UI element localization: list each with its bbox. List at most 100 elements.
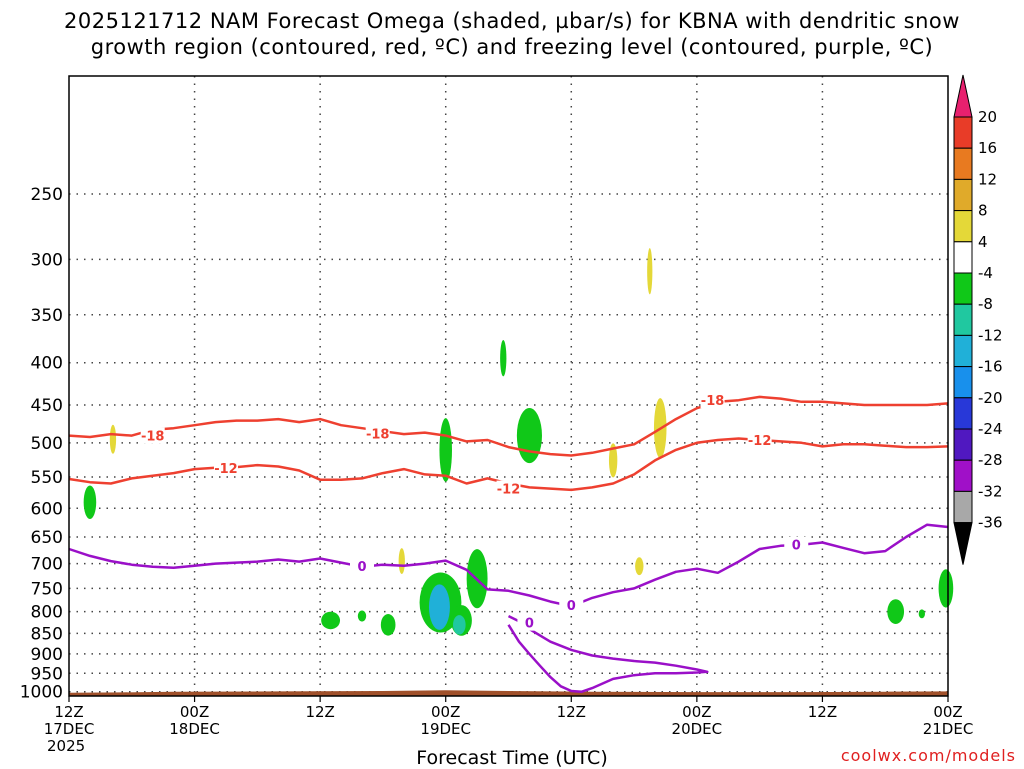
colorbar-arrow-top [953, 74, 973, 118]
omega-shaded-area [635, 557, 644, 576]
omega-shaded-area [453, 615, 466, 635]
y-tick-label: 600 [31, 499, 63, 519]
contour-line [507, 614, 709, 693]
colorbar-label: -8 [978, 295, 993, 313]
x-tick-label: 12Z [54, 703, 83, 721]
y-tick-label: 500 [31, 434, 63, 454]
contour-label: -18 [701, 394, 725, 409]
y-tick-label: 1000 [20, 683, 63, 703]
contour-label-bg [747, 431, 772, 448]
contour-label: 0 [792, 539, 801, 554]
y-tick-label: 900 [31, 645, 63, 665]
contour-label-bg [700, 392, 725, 409]
y-tick-label: 350 [31, 306, 63, 326]
contour-label-bg [140, 427, 165, 444]
x-tick-label: 19DEC [420, 720, 471, 738]
y-tick-label: 300 [31, 250, 63, 270]
contour-label: -18 [366, 427, 390, 442]
colorbar-label: -12 [978, 326, 1003, 344]
colorbar-label: -28 [978, 451, 1003, 469]
contour-label: -12 [497, 483, 521, 498]
x-tick-label: 00Z [180, 703, 209, 721]
colorbar-swatch [953, 178, 973, 212]
y-tick-label: 550 [31, 468, 63, 488]
colorbar-arrow-bottom [953, 522, 973, 565]
omega-shaded-area [938, 569, 954, 608]
title-line-2: growth region (contoured, red, ºC) and f… [90, 35, 934, 59]
x-tick-label: 12Z [808, 703, 837, 721]
credit-text: coolwx.com/models [840, 746, 1016, 765]
contour-label-bg [496, 480, 521, 497]
contour-label: -12 [214, 462, 238, 477]
colorbar-label: -16 [978, 358, 1003, 376]
colorbar-swatch [953, 334, 973, 368]
omega-shaded-area [516, 408, 542, 464]
omega-shaded-area [647, 247, 653, 295]
colorbar-swatch [953, 210, 973, 243]
x-tick-label: 2025 [47, 737, 85, 755]
colorbar-swatch [953, 116, 973, 149]
colorbar-label: -24 [978, 420, 1003, 438]
chart-title: 2025121712 NAM Forecast Omega (shaded, µ… [0, 8, 1024, 60]
colorbar-swatch [953, 241, 973, 274]
omega-shaded-area [608, 443, 618, 478]
contour-label-bg [365, 425, 390, 442]
omega-shaded-area [357, 610, 367, 622]
colorbar-label: 20 [978, 108, 997, 126]
colorbar-label: -36 [978, 514, 1003, 532]
colorbar-label: 12 [978, 170, 997, 188]
contour-label-bg [350, 558, 374, 575]
contour-label: -18 [141, 430, 165, 445]
y-tick-label: 850 [31, 624, 63, 644]
omega-shaded-area [428, 584, 450, 630]
x-tick-label: 17DEC [44, 720, 95, 738]
title-line-1: 2025121712 NAM Forecast Omega (shaded, µ… [64, 9, 960, 33]
plot-frame [68, 75, 949, 697]
y-tick-label: 250 [31, 185, 63, 205]
terrain-fill [69, 690, 948, 696]
omega-shaded-area [398, 548, 405, 574]
x-tick-label: 12Z [305, 703, 334, 721]
x-tick-label: 18DEC [169, 720, 220, 738]
colorbar-swatch [953, 366, 973, 399]
contour-label: 0 [357, 560, 366, 575]
colorbar-swatch [953, 147, 973, 180]
contour-label-bg [517, 614, 542, 631]
y-tick-label: 800 [31, 603, 63, 623]
x-tick-label: 21DEC [923, 720, 974, 738]
plot-area [69, 76, 948, 696]
colorbar-swatch [953, 303, 973, 336]
contour-label: 0 [525, 617, 534, 632]
omega-shaded-area [887, 599, 905, 624]
colorbar-label: 8 [978, 202, 988, 220]
omega-shaded-area [500, 340, 507, 377]
contour-line [68, 395, 949, 457]
y-tick-label: 750 [31, 579, 63, 599]
contour-label-bg [784, 536, 809, 553]
x-tick-label: 00Z [431, 703, 460, 721]
x-tick-label: 20DEC [672, 720, 723, 738]
contour-label: -12 [748, 434, 772, 449]
y-tick-label: 950 [31, 664, 63, 684]
colorbar-label: 16 [978, 139, 997, 157]
x-tick-label: 00Z [682, 703, 711, 721]
x-tick-label: 00Z [933, 703, 962, 721]
colorbar-swatch [953, 272, 973, 305]
x-tick-label: 12Z [557, 703, 586, 721]
omega-shaded-area [321, 611, 341, 630]
colorbar-swatch [953, 397, 973, 430]
omega-shaded-area [918, 609, 925, 619]
y-tick-label: 400 [31, 354, 63, 374]
colorbar-label: 4 [978, 233, 988, 251]
colorbar-swatch [953, 459, 973, 492]
colorbar-label: -32 [978, 482, 1003, 500]
omega-shaded-area [109, 424, 117, 454]
colorbar-label: -4 [978, 264, 993, 282]
y-tick-label: 700 [31, 555, 63, 575]
colorbar-label: -20 [978, 389, 1003, 407]
contour-label-bg [213, 459, 238, 476]
omega-shaded-area [83, 485, 97, 520]
y-tick-label: 650 [31, 528, 63, 548]
contour-label-bg [559, 596, 584, 613]
